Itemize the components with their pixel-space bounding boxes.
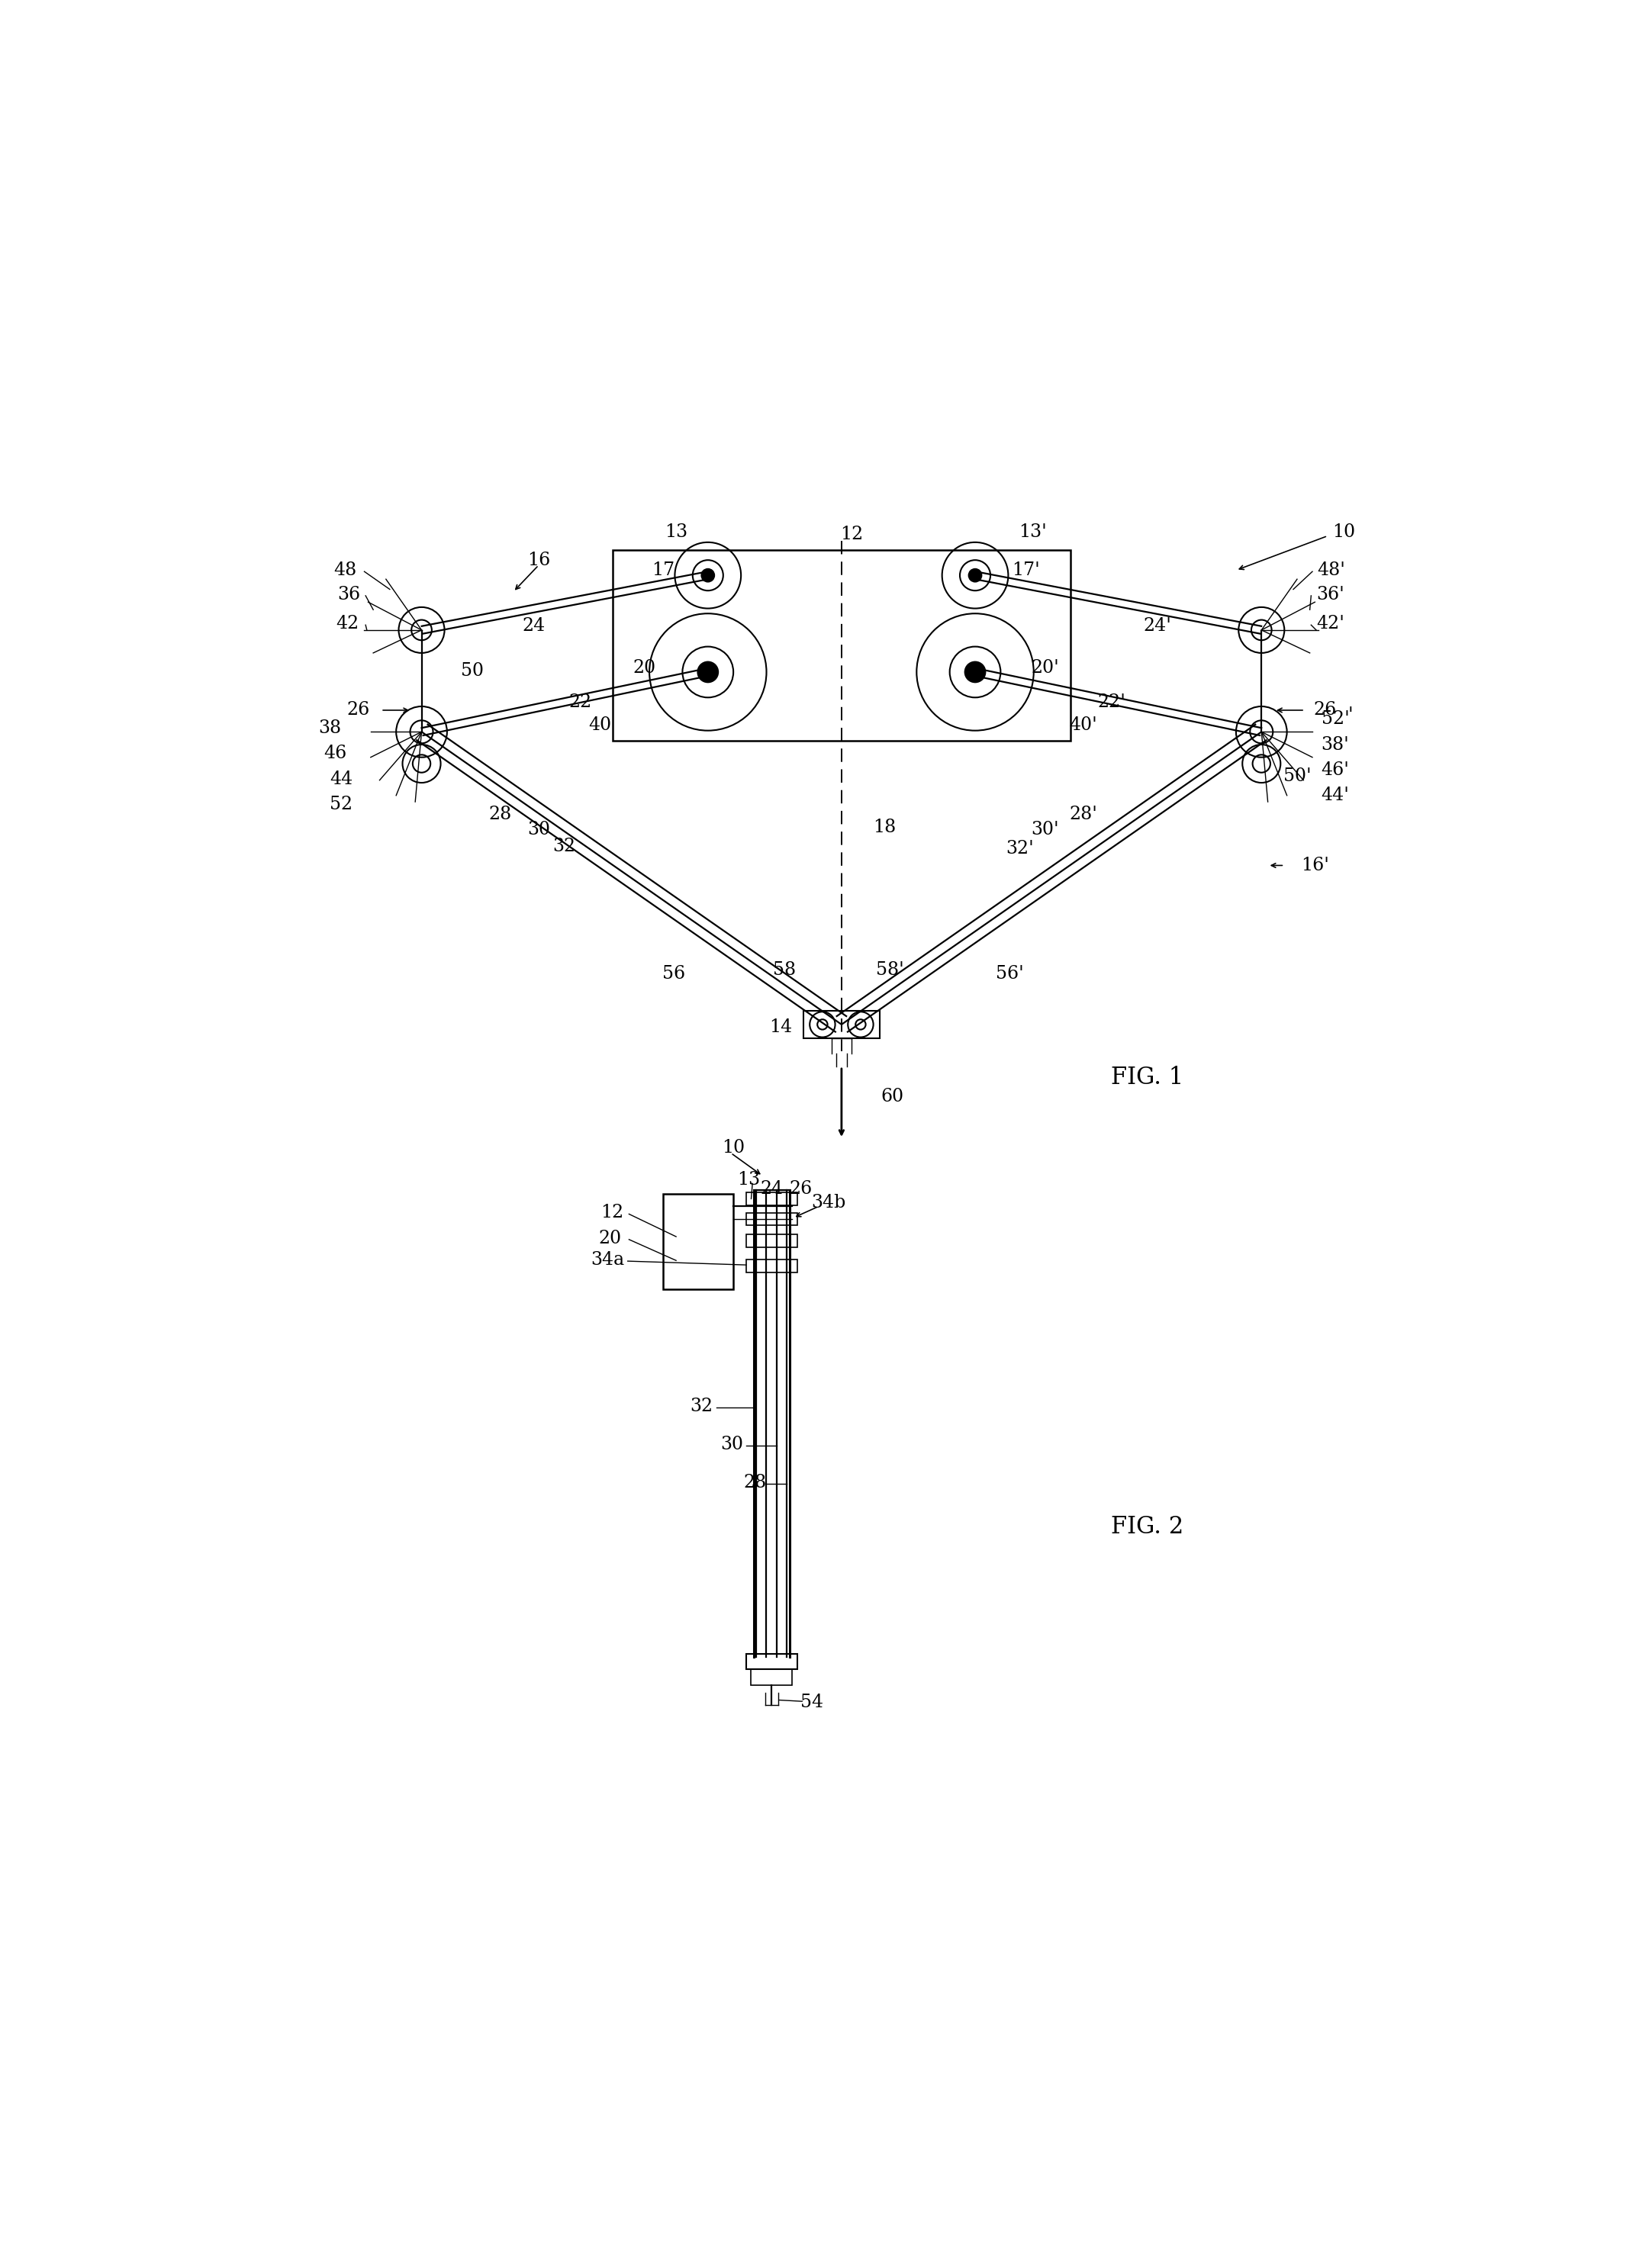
Text: 24': 24' [1143,617,1171,635]
Text: 54: 54 [801,1694,824,1712]
Text: 42': 42' [1317,615,1345,633]
Text: 20: 20 [598,1229,621,1247]
Text: 32: 32 [690,1397,713,1415]
Text: 42: 42 [337,615,360,633]
Text: 38': 38' [1322,735,1350,753]
Text: 22': 22' [1097,694,1125,712]
Text: 28': 28' [1069,805,1097,823]
Text: 52': 52' [1322,710,1350,728]
Text: 13': 13' [1018,524,1046,540]
Text: FIG. 1: FIG. 1 [1110,1066,1184,1089]
Text: FIG. 2: FIG. 2 [1110,1515,1184,1540]
Text: 34b: 34b [811,1193,846,1211]
Text: 10: 10 [722,1139,745,1157]
Text: 40: 40 [588,717,611,735]
Text: 30': 30' [1031,821,1059,839]
Text: 26: 26 [790,1179,813,1198]
Text: 28: 28 [744,1474,767,1492]
Text: 38: 38 [319,719,342,737]
Text: 36: 36 [338,585,361,603]
Text: 20': 20' [1031,660,1059,676]
Text: 16: 16 [527,551,550,569]
Text: 17': 17' [1011,562,1039,578]
Text: 20: 20 [632,660,655,676]
Text: 46: 46 [323,744,346,762]
Text: ': ' [1348,708,1353,723]
Text: 50: 50 [461,662,484,680]
Text: 44: 44 [330,771,353,787]
Bar [612,549,1071,742]
Text: 32': 32' [1005,839,1034,857]
Text: 16': 16' [1300,857,1328,873]
Text: 26: 26 [1314,701,1337,719]
Text: 13: 13 [665,524,688,540]
Circle shape [698,662,718,683]
Text: 28: 28 [489,805,512,823]
Text: 22: 22 [570,694,593,712]
Bar [745,1213,796,1225]
Text: 44': 44' [1322,787,1350,805]
Text: 14: 14 [768,1018,791,1036]
Text: 18: 18 [874,819,897,837]
Text: 60: 60 [882,1089,903,1107]
Bar [745,1193,796,1204]
Text: 56': 56' [995,964,1023,982]
Text: 40': 40' [1069,717,1097,735]
Text: 56: 56 [662,964,685,982]
Bar [803,1012,880,1039]
Bar [745,1234,796,1247]
Text: 24: 24 [522,617,545,635]
Text: 30: 30 [527,821,550,839]
Text: 50': 50' [1282,767,1310,785]
Text: 58: 58 [773,962,796,978]
Text: 48: 48 [333,562,356,578]
Bar [745,1259,796,1272]
Text: 34a: 34a [591,1252,624,1268]
Text: 48': 48' [1317,562,1345,578]
Text: 36': 36' [1317,585,1345,603]
Bar [663,1193,734,1288]
Bar [750,1669,791,1685]
Text: 12: 12 [841,526,864,544]
Text: 32: 32 [553,837,576,855]
Text: 46': 46' [1322,762,1350,778]
Text: 58': 58' [875,962,903,978]
Circle shape [701,569,714,581]
Circle shape [969,569,982,581]
Text: 30: 30 [721,1436,744,1454]
Circle shape [965,662,985,683]
Bar [745,1653,796,1669]
Text: 26: 26 [346,701,369,719]
Text: 17: 17 [652,562,675,578]
Text: 52: 52 [330,796,353,814]
Text: 24: 24 [760,1179,783,1198]
Text: 13: 13 [737,1170,760,1188]
Text: 12: 12 [601,1204,624,1222]
Text: 10: 10 [1333,524,1356,540]
